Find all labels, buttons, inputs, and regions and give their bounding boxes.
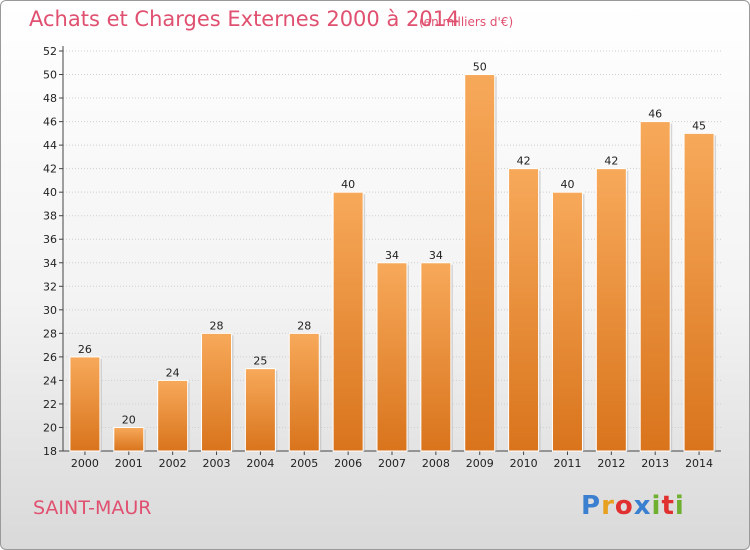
y-tick-label: 36: [43, 233, 57, 246]
bar-2005[interactable]: [288, 332, 320, 452]
bar-2010[interactable]: [508, 168, 540, 452]
x-tick-label: 2001: [115, 457, 143, 470]
x-tick-label: 2004: [246, 457, 274, 470]
logo-letter: o: [614, 491, 634, 521]
y-tick-label: 46: [43, 116, 57, 129]
logo-letter: r: [601, 491, 615, 521]
data-label: 50: [473, 61, 487, 74]
x-tick-label: 2014: [685, 457, 713, 470]
data-label: 34: [429, 249, 443, 262]
x-tick-label: 2000: [71, 457, 99, 470]
data-label: 42: [604, 155, 618, 168]
x-tick-label: 2012: [597, 457, 625, 470]
y-tick-label: 44: [43, 139, 57, 152]
y-tick-label: 18: [43, 445, 57, 458]
logo-letter: i: [651, 491, 662, 521]
data-label: 28: [210, 319, 224, 332]
data-label: 40: [341, 178, 355, 191]
bar-2004[interactable]: [244, 368, 276, 452]
y-tick-label: 24: [43, 374, 57, 387]
x-tick-label: 2006: [334, 457, 362, 470]
data-label: 34: [385, 249, 399, 262]
y-tick-label: 32: [43, 280, 57, 293]
y-tick-label: 28: [43, 327, 57, 340]
x-tick-label: 2013: [641, 457, 669, 470]
y-tick-label: 52: [43, 45, 57, 58]
data-label: 46: [648, 108, 662, 121]
x-tick-label: 2007: [378, 457, 406, 470]
bar-2011[interactable]: [551, 191, 583, 452]
y-tick-label: 22: [43, 398, 57, 411]
y-tick-label: 26: [43, 351, 57, 364]
y-tick-label: 48: [43, 92, 57, 105]
logo-letter: P: [581, 491, 602, 521]
bar-2013[interactable]: [639, 121, 671, 452]
chart-subtitle: (en milliers d'€): [419, 15, 514, 29]
logo-letter: t: [661, 491, 675, 521]
y-tick-label: 38: [43, 210, 57, 223]
x-tick-label: 2011: [553, 457, 581, 470]
bar-2008[interactable]: [420, 262, 452, 452]
bar-2001[interactable]: [113, 426, 145, 452]
bar-2006[interactable]: [332, 191, 364, 452]
bars: [69, 74, 717, 452]
x-tick-label: 2003: [203, 457, 231, 470]
logo-letter: x: [633, 491, 652, 521]
y-tick-label: 30: [43, 304, 57, 317]
data-label: 24: [166, 366, 180, 379]
data-label: 25: [253, 355, 267, 368]
x-tick-label: 2008: [422, 457, 450, 470]
x-tick-label: 2009: [466, 457, 494, 470]
bar-2002[interactable]: [157, 379, 189, 452]
y-tick-label: 20: [43, 421, 57, 434]
data-label: 20: [122, 413, 136, 426]
x-tick-label: 2005: [290, 457, 318, 470]
bar-2003[interactable]: [201, 332, 233, 452]
data-label: 28: [297, 319, 311, 332]
y-tick-label: 50: [43, 69, 57, 82]
y-tick-label: 34: [43, 257, 57, 270]
bar-2000[interactable]: [69, 356, 101, 452]
proxiti-logo[interactable]: Proxiti: [581, 491, 685, 521]
logo-letter: i: [674, 491, 685, 521]
commune-name: SAINT-MAUR: [33, 497, 152, 519]
labels: 18 20 22 24 26 28 30 32 34 36 38 40 42 44 46 48 50 52 26 20…: [43, 45, 713, 470]
bar-2012[interactable]: [595, 168, 627, 452]
y-tick-label: 40: [43, 186, 57, 199]
x-tick-label: 2002: [159, 457, 187, 470]
y-tick-label: 42: [43, 163, 57, 176]
data-label: 26: [78, 343, 92, 356]
bar-2009[interactable]: [464, 74, 496, 452]
data-label: 45: [692, 119, 706, 132]
bar-2014[interactable]: [683, 132, 715, 452]
chart-title: Achats et Charges Externes 2000 à 2014: [29, 7, 460, 31]
x-tick-label: 2010: [510, 457, 538, 470]
data-label: 42: [517, 155, 531, 168]
bar-2007[interactable]: [376, 262, 408, 452]
data-label: 40: [560, 178, 574, 191]
